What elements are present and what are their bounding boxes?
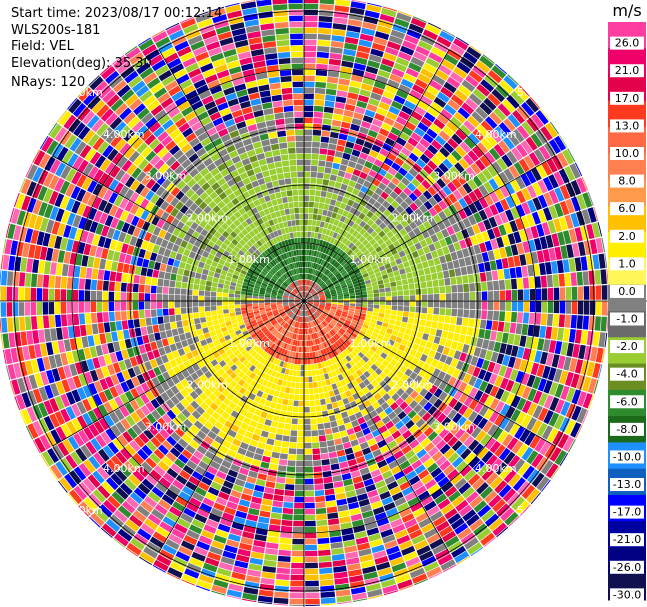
azimuth-spoke [303,155,556,302]
azimuth-spoke [158,49,305,302]
colorbar-tick-label: -2.0 [616,340,637,353]
range-ring-labels: 1.00km 2.00km 3.00km 4.00km 5.00km 1.00km 2.00… [61,86,558,517]
colorbar-tick-label: -6.0 [616,395,637,408]
colorbar-tick-label: -8.0 [616,423,637,436]
colorbar-tick-bg [610,367,644,381]
range-ring-label: 5.00km [517,504,559,517]
range-ring-label: 4.00km [103,128,145,141]
colorbar-tick-bg [610,505,644,519]
elevation-label: Elevation(deg): 35.30 [11,55,152,71]
azimuth-spoke [52,155,305,302]
gate-group [9,0,609,605]
gate-group [169,130,482,297]
colorbar-tick-label: 26.0 [615,37,640,50]
gate-group [0,0,607,602]
colorbar-tick-bg [610,174,644,188]
azimuth-spoke [303,300,450,553]
plot-header: Start time: 2023/08/17 00:12:14 WLS200s-… [11,6,222,92]
colorbar-tick-bg [610,257,644,271]
colorbar-tick-bg [610,395,644,409]
colorbar-tick-bg [610,284,644,298]
range-ring-label: 3.00km [145,420,187,433]
colorbar-tick-bg [610,202,644,216]
range-ring-label: 1.00km [228,253,270,266]
range-ring-label: 2.00km [392,379,434,392]
instrument-label: WLS200s-181 [11,22,101,38]
start-time-label: Start time: 2023/08/17 00:12:14 [11,6,223,21]
colorbar-tick-label: -30.0 [613,588,641,601]
range-ring-label: 2.00km [186,211,228,224]
range-ring-label: 3.00km [433,420,475,433]
colorbar-tick-label: -10.0 [613,450,641,463]
colorbar-tick-label: 8.0 [618,175,636,188]
colorbar-tick-label: -1.0 [616,313,637,326]
range-ring-label: 3.00km [433,170,475,183]
range-ring-label: 4.00km [103,462,145,475]
colorbar-tick-label: 17.0 [615,92,640,105]
gate-group [241,237,368,299]
colorbar-tick-label: 2.0 [618,230,636,243]
colorbar-tick-bg [610,560,644,574]
colorbar-tick-bg [610,229,644,243]
colorbar-tick-bg [610,119,644,133]
colorbar-tick-bg [610,588,644,602]
range-ring-label: 1.00km [350,253,392,266]
range-ring-label: 1.00km [350,337,392,350]
range-ring-label: 5.00km [517,86,559,99]
colorbar-tick-label: -21.0 [613,533,641,546]
range-ring-label: 2.00km [186,379,228,392]
colorbar-tick-label: 0.0 [618,285,636,298]
range-ring-label: 4.00km [475,462,517,475]
colorbar-tick-label: -4.0 [616,368,637,381]
gate-group [26,7,609,605]
colorbar-tick-bg [610,478,644,492]
field-label: Field: VEL [11,39,74,54]
gate-group [5,10,608,606]
colorbar-tick-label: 13.0 [615,119,640,132]
colorbar-tick-label: -13.0 [613,478,641,491]
gate-group [0,0,602,606]
azimuth-spoke [158,300,305,553]
colorbar-tick-bg [610,146,644,160]
colorbar-tick-bg [610,64,644,78]
colorbar-unit: m/s [612,1,641,20]
colorbar-tick-bg [610,312,644,326]
colorbar-tick-label: 10.0 [615,147,640,160]
colorbar-tick-label: 6.0 [618,202,636,215]
colorbar-tick-bg [610,422,644,436]
azimuth-spoke [303,300,556,447]
range-ring-label: 5.00km [61,86,103,99]
range-ring-label: 5.00km [61,504,103,517]
range-ring-label: 1.00km [228,337,270,350]
gate-group [4,11,594,594]
colorbar-tick-bg [610,36,644,50]
range-ring-label: 2.00km [392,211,434,224]
azimuth-spoke [52,300,305,447]
colorbar-tick-label: 1.0 [618,257,636,270]
colorbar-tick-label: -17.0 [613,506,641,519]
colorbar-tick-labels: 26.0 21.0 17.0 13.0 10.0 8.0 6.0 2.0 1.0 0.0 -1.0 -… [610,36,644,602]
azimuth-spoke [303,49,450,302]
colorbar-tick-bg [610,450,644,464]
nrays-label: NRays: 120 [11,75,86,90]
colorbar-tick-bg [610,91,644,105]
colorbar-tick-bg [610,340,644,354]
range-ring-label: 3.00km [145,170,187,183]
colorbar-tick-label: -26.0 [613,561,641,574]
colorbar-tick-bg [610,533,644,547]
colorbar-tick-label: 21.0 [615,64,640,77]
range-ring-label: 4.00km [475,128,517,141]
